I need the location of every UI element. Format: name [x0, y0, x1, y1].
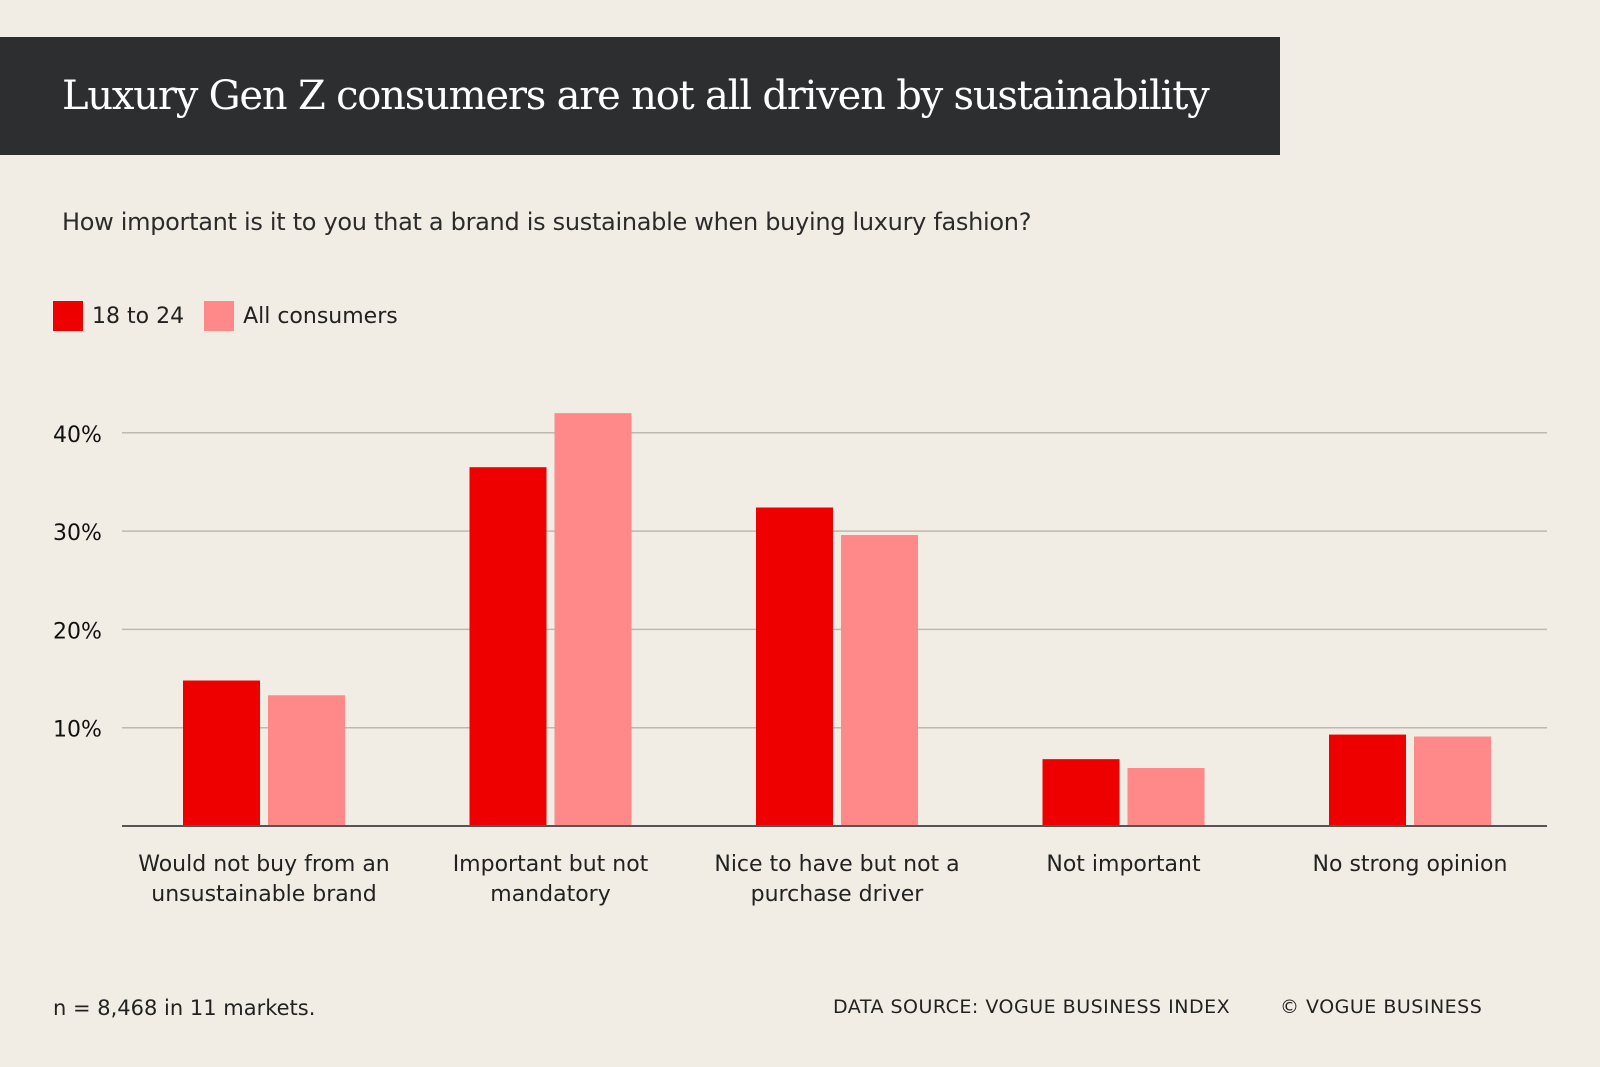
x-category-label: Nice to have but not a purchase driver	[714, 852, 960, 907]
bar-all-consumers	[268, 695, 345, 826]
y-tick-label: 30%	[53, 521, 102, 546]
bar-18-24	[469, 467, 547, 826]
bar-18-24	[183, 680, 260, 826]
legend-item-all: All consumers	[204, 301, 398, 331]
y-tick-label: 10%	[53, 718, 102, 743]
legend-item-18-24: 18 to 24	[53, 301, 184, 331]
x-category-label: Not important	[1046, 852, 1201, 877]
data-source: DATA SOURCE: VOGUE BUSINESS INDEX	[833, 996, 1231, 1018]
y-tick-label: 20%	[53, 619, 102, 644]
chart-subtitle: How important is it to you that a brand …	[62, 208, 1032, 236]
chart-title: Luxury Gen Z consumers are not all drive…	[62, 73, 1210, 119]
bar-all-consumers	[841, 535, 918, 826]
copyright: © VOGUE BUSINESS	[1280, 996, 1483, 1018]
bar-18-24	[1329, 734, 1406, 826]
title-bar: Luxury Gen Z consumers are not all drive…	[0, 37, 1280, 155]
bar-18-24	[756, 507, 833, 826]
bar-18-24	[1042, 759, 1120, 826]
y-tick-label: 40%	[53, 423, 102, 448]
legend-swatch-all	[204, 301, 235, 331]
footnote: n = 8,468 in 11 markets.	[53, 996, 316, 1020]
legend-label: All consumers	[243, 303, 398, 329]
x-category-label: No strong opinion	[1312, 852, 1508, 877]
legend-swatch-18-24	[53, 301, 83, 331]
bar-all-consumers	[554, 413, 632, 826]
bar-all-consumers	[1414, 736, 1491, 826]
bar-all-consumers	[1127, 768, 1205, 826]
x-category-label: Important but not mandatory	[452, 852, 649, 907]
legend-label: 18 to 24	[92, 303, 185, 329]
legend: 18 to 24 All consumers	[53, 301, 418, 331]
x-category-label: Would not buy from an unsustainable bran…	[138, 852, 390, 907]
